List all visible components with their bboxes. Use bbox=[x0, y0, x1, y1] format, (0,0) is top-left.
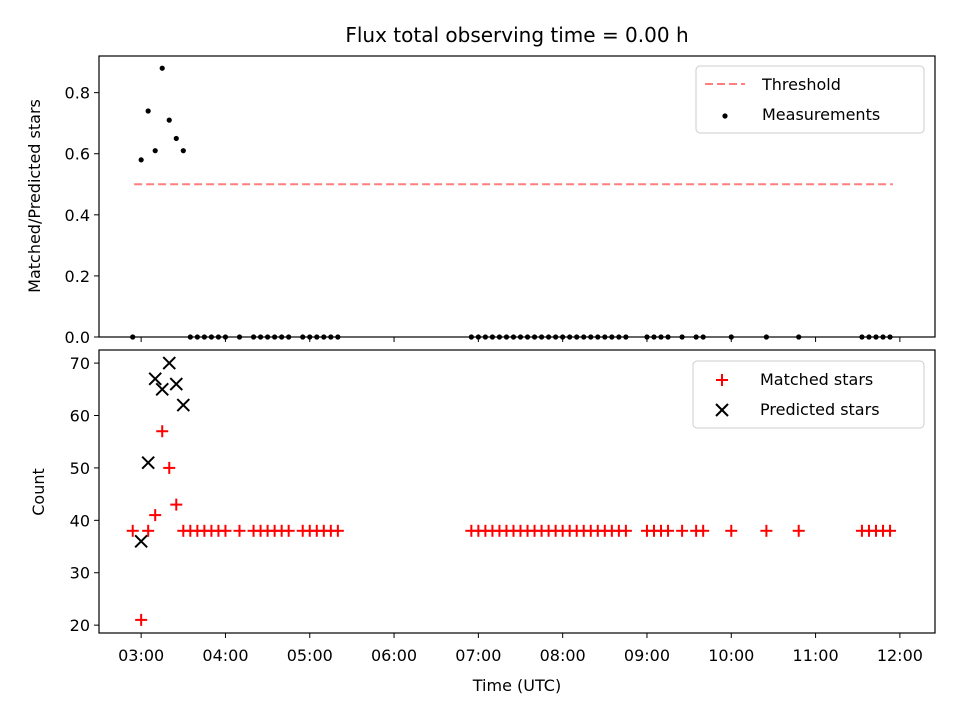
measurement-point bbox=[145, 108, 151, 114]
predicted-star-point bbox=[134, 534, 148, 548]
x-tick-label: 07:00 bbox=[455, 646, 501, 665]
legend-threshold-label: Threshold bbox=[761, 75, 841, 94]
bottom-y-tick-label: 50 bbox=[70, 459, 90, 478]
measurement-point bbox=[173, 135, 179, 142]
matched-star-point bbox=[142, 524, 155, 537]
legend-predicted-label: Predicted stars bbox=[760, 400, 880, 419]
top-plot-frame bbox=[98, 55, 936, 338]
top-legend-box bbox=[695, 65, 925, 134]
x-tick-label: 10:00 bbox=[708, 646, 754, 665]
legend-measurements-label: Measurements bbox=[762, 105, 880, 124]
matched-star-point bbox=[697, 524, 710, 537]
matched-star-point bbox=[662, 524, 675, 537]
top-legend: Threshold Measurements bbox=[695, 65, 925, 134]
matched-star-point bbox=[282, 524, 295, 537]
matched-star-point bbox=[135, 613, 148, 626]
x-tick-label: 03:00 bbox=[118, 646, 164, 665]
chart-title: Flux total observing time = 0.00 h bbox=[345, 23, 688, 47]
predicted-star-point bbox=[169, 377, 183, 391]
matched-star-point bbox=[149, 509, 162, 522]
matched-star-point bbox=[760, 524, 773, 537]
measurement-point bbox=[180, 148, 186, 154]
legend-matched-swatch bbox=[716, 374, 728, 386]
x-tick-label: 08:00 bbox=[540, 646, 586, 665]
measurement-point bbox=[152, 148, 158, 154]
matched-star-point bbox=[331, 524, 344, 537]
x-tick-label: 12:00 bbox=[877, 646, 923, 665]
top-y-tick-label: 0.2 bbox=[65, 267, 90, 286]
bottom-y-tick-label: 40 bbox=[70, 511, 90, 530]
bottom-y-tick-label: 70 bbox=[70, 354, 90, 373]
x-tick-label: 11:00 bbox=[793, 646, 839, 665]
bottom-plot-frame bbox=[98, 349, 936, 634]
matched-star-point bbox=[619, 524, 632, 537]
matched-star-point bbox=[725, 524, 738, 537]
x-axis-label: Time (UTC) bbox=[472, 676, 561, 695]
legend-predicted-swatch bbox=[715, 403, 729, 417]
predicted-star-point bbox=[176, 398, 191, 412]
legend-matched-label: Matched stars bbox=[760, 370, 873, 389]
matched-star-point bbox=[170, 498, 183, 511]
measurement-point bbox=[166, 117, 172, 123]
predicted-star-point bbox=[148, 372, 162, 386]
bottom-plot-area bbox=[126, 356, 897, 626]
matched-star-point bbox=[219, 524, 232, 537]
predicted-star-point bbox=[155, 382, 169, 397]
top-panel: 0.00.20.40.60.8 Matched/Predicted stars … bbox=[25, 55, 936, 347]
legend-measurements-swatch bbox=[722, 113, 728, 119]
predicted-star-point bbox=[162, 356, 176, 370]
predicted-star-point bbox=[141, 455, 155, 470]
top-y-tick-label: 0.8 bbox=[65, 84, 90, 103]
matched-star-point bbox=[884, 524, 897, 537]
bottom-legend-box bbox=[692, 360, 925, 429]
matched-star-point bbox=[676, 524, 689, 537]
matched-star-point bbox=[156, 425, 169, 438]
measurement-point bbox=[159, 65, 165, 71]
matched-star-point bbox=[792, 524, 805, 537]
matched-star-point bbox=[233, 524, 246, 537]
top-x-axis bbox=[140, 337, 901, 342]
bottom-panel: 20 30 40 50 60 70 03:00 04:00 05:00 06:00 07:00 08… bbox=[29, 349, 936, 695]
bottom-y-tick-label: 60 bbox=[70, 407, 90, 426]
bottom-y-axis-label: Count bbox=[29, 468, 48, 516]
measurement-point bbox=[138, 157, 144, 163]
x-tick-label: 04:00 bbox=[202, 646, 248, 665]
matched-star-point bbox=[163, 461, 176, 474]
top-y-axis-label: Matched/Predicted stars bbox=[25, 99, 44, 293]
bottom-y-axis: 20 30 40 50 60 70 bbox=[70, 354, 99, 635]
x-tick-label: 06:00 bbox=[371, 646, 417, 665]
bottom-y-tick-label: 20 bbox=[70, 616, 90, 635]
matched-star-point bbox=[126, 524, 139, 537]
top-y-axis: 0.0 0.2 0.4 0.6 0.8 bbox=[65, 84, 99, 347]
top-y-tick-label: 0.6 bbox=[65, 145, 90, 164]
bottom-legend: Matched stars Predicted stars bbox=[692, 360, 925, 429]
x-tick-label: 05:00 bbox=[287, 646, 333, 665]
top-y-tick-label: 0.0 bbox=[65, 328, 90, 347]
x-tick-label: 09:00 bbox=[624, 646, 670, 665]
bottom-y-tick-label: 30 bbox=[70, 564, 90, 583]
top-y-tick-label: 0.4 bbox=[65, 206, 90, 225]
bottom-x-axis: 03:00 04:00 05:00 06:00 07:00 08:00 09:00 10:00… bbox=[118, 633, 923, 665]
